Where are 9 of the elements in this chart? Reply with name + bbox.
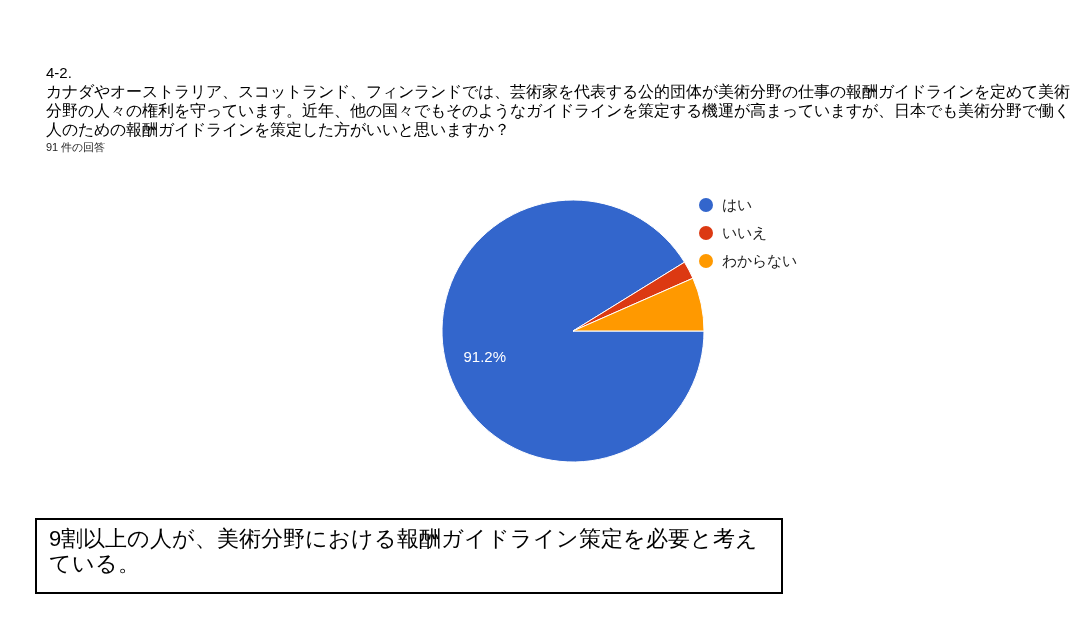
data-label: 91.2% — [463, 347, 507, 365]
legend-label: わからない — [722, 251, 797, 271]
pie-slice — [441, 199, 705, 463]
legend-label: いいえ — [722, 223, 767, 243]
chart-subtitle: カナダやオーストラリア、スコットランド、フィンランドでは、芸術家を代表する公的団体が美術分野の仕事の報酬ガイドラインを定めて美術分野の人々の権利を守っています。近年、他の国々でもそのようなガイドラインを策定する機運が高まっていますが、日本でも美術分野で働く人のための報酬ガイドラインを策定した方がいいと思いますか？ — [46, 82, 1071, 139]
legend-label: はい — [722, 195, 752, 215]
text: 9割以上の人が、美術分野における報酬ガイドライン策定を必要と考えている。 — [49, 526, 760, 576]
text: 91 件の回答 — [46, 140, 107, 155]
text: 4-2. — [46, 64, 73, 82]
